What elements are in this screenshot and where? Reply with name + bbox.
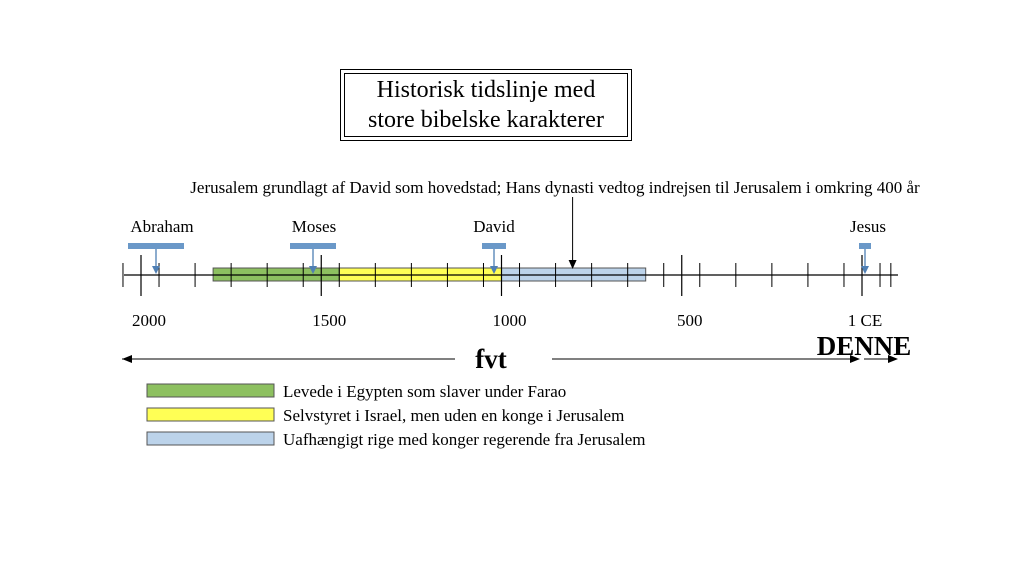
legend-label: Selvstyret i Israel, men uden en konge i… [283,406,624,425]
person-label: David [473,217,515,236]
person-markers: Abraham Moses David Jesus [128,197,886,274]
person-marker-moses: Moses [290,217,336,274]
timeline-axis [122,255,898,296]
legend: Levede i Egypten som slaver under Farao S… [146,382,646,449]
ce-arrow-head [888,355,898,363]
person-label: Moses [292,217,336,236]
person-label: Jesus [850,217,886,236]
annotation-arrowhead [568,260,577,269]
title-line-2: store bibelske karakterer [368,107,604,133]
bce-arrow-right-head [850,355,860,363]
legend-item-2: Selvstyret i Israel, men uden en konge i… [146,406,624,425]
person-label: Abraham [130,217,193,236]
marker-flag [859,243,871,249]
tick-label: 2000 [132,311,166,330]
era-ce-label: DENNE [817,331,912,361]
tick-label: 500 [677,311,703,330]
tick-label: 1 CE [848,311,882,330]
marker-arrowhead [309,266,317,274]
tick-label: 1500 [312,311,346,330]
era-bce-label: fvt [475,344,506,374]
title-box: Historisk tidslinje med store bibelske k… [340,69,632,141]
person-marker-abraham: Abraham [128,217,194,274]
axis-tick-labels: 2000 1500 1000 500 1 CE [132,311,882,330]
marker-flag [128,243,184,249]
annotation-text: Jerusalem grundlagt af David som hovedst… [190,178,920,197]
legend-label: Levede i Egypten som slaver under Farao [283,382,566,401]
person-marker-jesus: Jesus [850,217,886,274]
legend-label: Uafhængigt rige med konger regerende fra… [283,430,646,449]
marker-flag [482,243,506,249]
legend-swatch [146,383,275,398]
title-line-1: Historisk tidslinje med [376,77,596,103]
era-labels: fvt DENNE [122,331,911,374]
tick-label: 1000 [493,311,527,330]
marker-arrowhead [152,266,160,274]
legend-swatch [146,407,275,422]
person-marker-david: David [473,217,515,274]
legend-item-1: Levede i Egypten som slaver under Farao [146,382,566,401]
bce-arrow-left-head [122,355,132,363]
legend-swatch [146,431,275,446]
legend-item-3: Uafhængigt rige med konger regerende fra… [146,430,646,449]
marker-flag [290,243,336,249]
title-inner-border: Historisk tidslinje med store bibelske k… [344,73,628,137]
marker-arrowhead [490,266,498,274]
marker-arrowhead [861,266,869,274]
